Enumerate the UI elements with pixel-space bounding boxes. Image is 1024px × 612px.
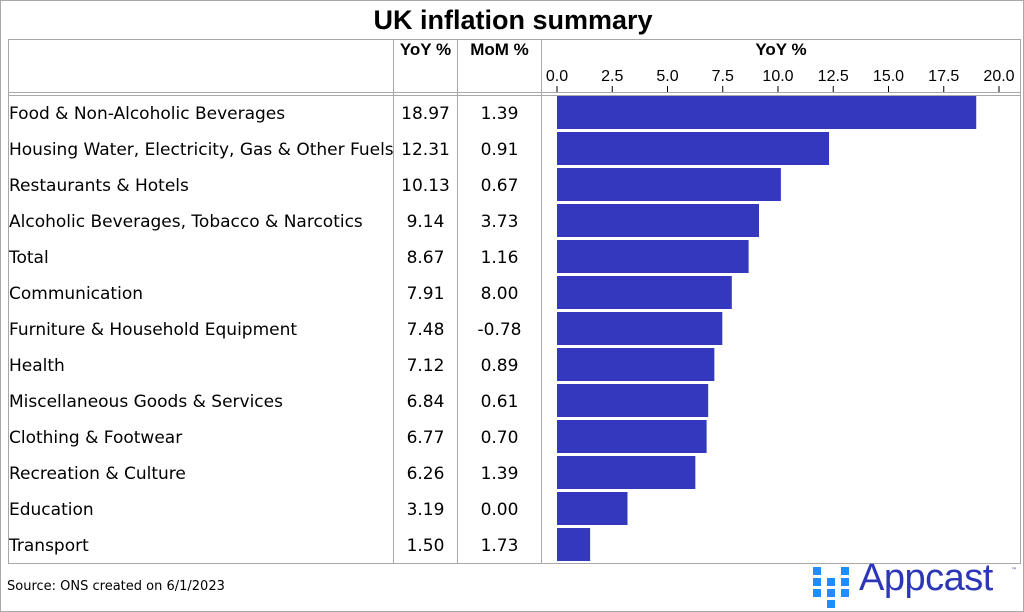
column-divider xyxy=(541,40,542,563)
x-tick-label: 17.5 xyxy=(928,68,959,85)
mom-value: 1.73 xyxy=(480,536,519,556)
yoy-value: 7.91 xyxy=(406,284,445,304)
x-tick-label: 2.5 xyxy=(601,68,623,85)
x-tick-label: 15.0 xyxy=(873,68,904,85)
bar xyxy=(557,528,591,561)
mom-value: 1.39 xyxy=(480,104,519,124)
mom-value: 8.00 xyxy=(480,284,519,304)
source-note: Source: ONS created on 6/1/2023 xyxy=(7,579,225,594)
x-tick-label: 12.5 xyxy=(818,68,849,85)
x-tick-label: 7.5 xyxy=(712,68,734,85)
category-label: Furniture & Household Equipment xyxy=(9,320,298,340)
appcast-logo-text: Appcast xyxy=(859,557,993,599)
logo-dot xyxy=(813,589,821,597)
x-tick-label: 0.0 xyxy=(546,68,568,85)
yoy-value: 9.14 xyxy=(406,212,445,232)
mom-value: 0.61 xyxy=(480,392,519,412)
header-mom: MoM % xyxy=(470,40,529,59)
logo-dot xyxy=(827,578,835,586)
table-row: Recreation & Culture 6.26 1.39 xyxy=(9,456,1020,492)
yoy-value: 7.48 xyxy=(406,320,445,340)
yoy-value: 8.67 xyxy=(406,248,445,268)
table-row: Health 7.12 0.89 xyxy=(9,348,1020,384)
yoy-value: 1.50 xyxy=(406,536,445,556)
category-label: Clothing & Footwear xyxy=(9,428,183,448)
category-label: Transport xyxy=(9,536,89,556)
table-row: Alcoholic Beverages, Tobacco & Narcotics… xyxy=(9,204,1020,240)
bar xyxy=(557,348,715,381)
logo-dot xyxy=(827,600,835,608)
table-row: Miscellaneous Goods & Services 6.84 0.61 xyxy=(9,384,1020,420)
column-divider xyxy=(393,40,394,563)
table-row: Food & Non-Alcoholic Beverages 18.97 1.3… xyxy=(9,96,1020,132)
category-label: Recreation & Culture xyxy=(9,464,186,484)
category-label: Restaurants & Hotels xyxy=(9,176,189,196)
table-row: Restaurants & Hotels 10.13 0.67 xyxy=(9,168,1020,204)
table-row: Housing Water, Electricity, Gas & Other … xyxy=(9,132,1020,168)
category-label: Alcoholic Beverages, Tobacco & Narcotics xyxy=(9,212,363,232)
table-row: Total 8.67 1.16 xyxy=(9,240,1020,276)
header-chart: YoY % xyxy=(755,40,807,59)
bar xyxy=(557,96,977,129)
yoy-value: 6.77 xyxy=(406,428,445,448)
header-divider xyxy=(9,95,1020,96)
logo-dot xyxy=(841,578,849,586)
category-label: Health xyxy=(9,356,65,376)
table-row: Clothing & Footwear 6.77 0.70 xyxy=(9,420,1020,456)
table-row: Communication 7.91 8.00 xyxy=(9,276,1020,312)
category-label: Total xyxy=(9,248,49,268)
chart-title: UK inflation summary xyxy=(373,5,653,35)
mom-value: 0.67 xyxy=(480,176,519,196)
header-yoy: YoY % xyxy=(399,40,452,59)
mom-value: 0.89 xyxy=(480,356,519,376)
summary-table: YoY % MoM % YoY % Food & Non-Alcoholic B… xyxy=(8,39,1021,564)
yoy-value: 10.13 xyxy=(401,176,450,196)
category-label: Housing Water, Electricity, Gas & Other … xyxy=(9,140,394,160)
column-divider xyxy=(457,40,458,563)
yoy-value: 6.84 xyxy=(406,392,445,412)
category-label: Food & Non-Alcoholic Beverages xyxy=(9,104,286,124)
bar xyxy=(557,384,709,417)
yoy-value: 18.97 xyxy=(401,104,450,124)
logo-dot xyxy=(813,567,821,575)
bar xyxy=(557,492,628,525)
mom-value: -0.78 xyxy=(477,320,522,340)
table-row: Furniture & Household Equipment 7.48 -0.… xyxy=(9,312,1020,348)
yoy-value: 12.31 xyxy=(401,140,450,160)
table-row: Transport 1.50 1.73 xyxy=(9,528,1020,564)
logo-dot xyxy=(813,578,821,586)
header-divider xyxy=(9,92,1020,93)
bar xyxy=(557,456,696,489)
bar xyxy=(557,276,732,309)
category-label: Communication xyxy=(9,284,143,304)
mom-value: 0.70 xyxy=(480,428,519,448)
x-tick-label: 5.0 xyxy=(656,68,678,85)
bar xyxy=(557,168,781,201)
mom-value: 0.91 xyxy=(480,140,519,160)
x-tick-label: 20.0 xyxy=(983,68,1014,85)
yoy-value: 6.26 xyxy=(406,464,445,484)
category-label: Miscellaneous Goods & Services xyxy=(9,392,283,412)
bar xyxy=(557,132,830,165)
table-row: Education 3.19 0.00 xyxy=(9,492,1020,528)
mom-value: 1.16 xyxy=(480,248,519,268)
logo-dot xyxy=(841,567,849,575)
bar xyxy=(557,204,759,237)
bar xyxy=(557,420,707,453)
appcast-logo-icon xyxy=(813,567,849,608)
logo-dot xyxy=(841,589,849,597)
yoy-value: 3.19 xyxy=(406,500,445,520)
trademark: ™ xyxy=(1011,567,1017,574)
mom-value: 3.73 xyxy=(480,212,519,232)
mom-value: 0.00 xyxy=(480,500,519,520)
yoy-value: 7.12 xyxy=(406,356,445,376)
logo-dot xyxy=(827,589,835,597)
category-label: Education xyxy=(9,500,94,520)
bar xyxy=(557,240,749,273)
bar xyxy=(557,312,723,345)
x-tick-label: 10.0 xyxy=(762,68,793,85)
mom-value: 1.39 xyxy=(480,464,519,484)
